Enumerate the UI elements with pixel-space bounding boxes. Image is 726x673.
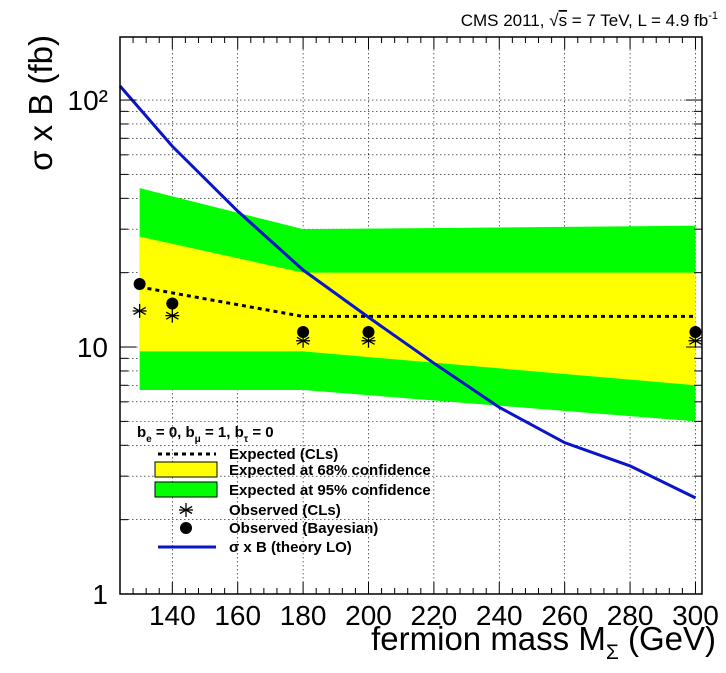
x-tick-label: 300 — [672, 600, 719, 631]
x-tick-label: 140 — [149, 600, 196, 631]
legend-swatch-band — [154, 481, 218, 498]
y-tick-label: 10² — [68, 85, 108, 116]
y-axis-label: σ x B (fb) — [22, 35, 59, 171]
legend-entry: Expected at 95% confidence — [154, 481, 431, 499]
ticks: 140 160 180 200 220 240 260 280 300 1 10 10² — [68, 37, 719, 631]
bands — [139, 188, 696, 422]
x-tick-label: 180 — [280, 600, 327, 631]
observed-cls-point — [132, 303, 147, 318]
legend-entry: Observed (CLs) — [179, 502, 341, 519]
legend: be = 0, bμ = 1, bτ = 0 Expected (CLs)Exp… — [137, 424, 431, 556]
chart-title: CMS 2011, √s = 7 TeV, L = 4.9 fb-1 — [461, 10, 718, 30]
legend-label: Expected at 95% confidence — [229, 482, 431, 499]
band-68 — [139, 236, 696, 386]
observed-bayesian-point — [297, 326, 310, 339]
legend-entry: σ x B (theory LO) — [158, 539, 352, 556]
observed-cls-point — [688, 333, 703, 348]
plot-frame — [119, 36, 703, 595]
observed-bayesian-point — [133, 277, 146, 290]
x-tick-label: 160 — [214, 600, 261, 631]
x-axis-label: fermion mass MΣ (GeV) — [371, 620, 716, 664]
observed-bayesian-point — [689, 326, 702, 339]
observed-bayesian-point — [362, 326, 375, 339]
observed-bayesian-point — [166, 297, 179, 310]
legend-swatch-band — [154, 461, 218, 478]
series-lines — [118, 85, 697, 500]
observed-cls-point — [165, 308, 180, 323]
x-tick-label: 260 — [541, 600, 588, 631]
legend-entry: Expected at 68% confidence — [154, 461, 431, 479]
theory-curve — [118, 85, 697, 500]
observed-cls-point — [296, 333, 311, 348]
x-tick-label: 220 — [411, 600, 458, 631]
legend-swatch-dot — [180, 522, 192, 534]
legend-label: Observed (CLs) — [229, 502, 341, 519]
legend-label: Expected at 68% confidence — [229, 462, 431, 479]
y-tick-label: 1 — [92, 579, 108, 610]
legend-entry: Expected (CLs) — [158, 446, 338, 463]
markers — [132, 277, 703, 348]
legend-header: be = 0, bμ = 1, bτ = 0 — [137, 424, 274, 445]
legend-label: Expected (CLs) — [229, 446, 338, 463]
legend-label: Observed (Bayesian) — [229, 520, 378, 537]
x-tick-label: 240 — [476, 600, 523, 631]
x-tick-label: 200 — [345, 600, 392, 631]
legend-swatch-star — [179, 503, 193, 517]
expected-cls-line — [139, 285, 696, 318]
y-tick-label: 10 — [77, 332, 108, 363]
legend-entry: Observed (Bayesian) — [180, 520, 378, 537]
x-tick-label: 280 — [607, 600, 654, 631]
legend-label: σ x B (theory LO) — [229, 539, 352, 556]
